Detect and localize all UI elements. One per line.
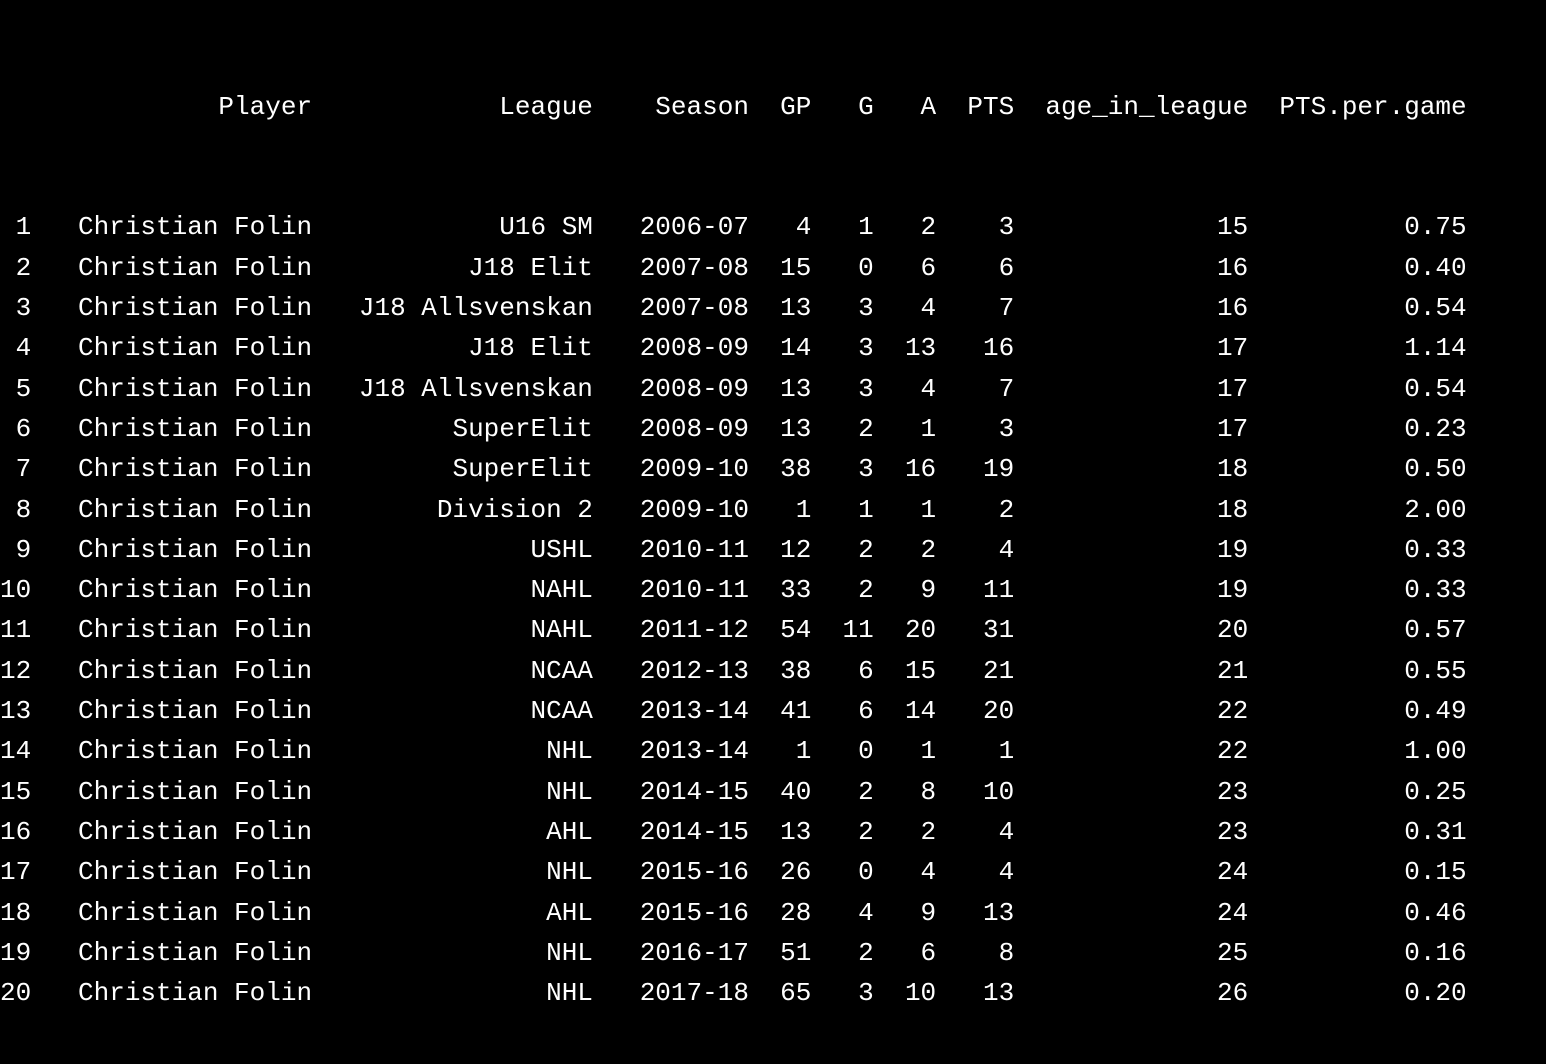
- table-row: 17 Christian Folin NHL 2015-16 26 0 4 4 …: [0, 852, 1546, 892]
- table-row: 20 Christian Folin NHL 2017-18 65 3 10 1…: [0, 973, 1546, 1013]
- table-row: 9 Christian Folin USHL 2010-11 12 2 2 4 …: [0, 530, 1546, 570]
- table-row: 7 Christian Folin SuperElit 2009-10 38 3…: [0, 449, 1546, 489]
- table-row: 19 Christian Folin NHL 2016-17 51 2 6 8 …: [0, 933, 1546, 973]
- table-body: 1 Christian Folin U16 SM 2006-07 4 1 2 3…: [0, 207, 1546, 1013]
- table-row: 11 Christian Folin NAHL 2011-12 54 11 20…: [0, 610, 1546, 650]
- table-header-row: Player League Season GP G A PTS age_in_l…: [0, 87, 1546, 127]
- table-row: 10 Christian Folin NAHL 2010-11 33 2 9 1…: [0, 570, 1546, 610]
- table-row: 14 Christian Folin NHL 2013-14 1 0 1 1 2…: [0, 731, 1546, 771]
- table-row: 15 Christian Folin NHL 2014-15 40 2 8 10…: [0, 772, 1546, 812]
- table-row: 4 Christian Folin J18 Elit 2008-09 14 3 …: [0, 328, 1546, 368]
- table-row: 2 Christian Folin J18 Elit 2007-08 15 0 …: [0, 248, 1546, 288]
- table-row: 3 Christian Folin J18 Allsvenskan 2007-0…: [0, 288, 1546, 328]
- table-row: 8 Christian Folin Division 2 2009-10 1 1…: [0, 490, 1546, 530]
- table-row: 1 Christian Folin U16 SM 2006-07 4 1 2 3…: [0, 207, 1546, 247]
- table-row: 12 Christian Folin NCAA 2012-13 38 6 15 …: [0, 651, 1546, 691]
- table-row: 6 Christian Folin SuperElit 2008-09 13 2…: [0, 409, 1546, 449]
- table-row: 16 Christian Folin AHL 2014-15 13 2 2 4 …: [0, 812, 1546, 852]
- table-row: 13 Christian Folin NCAA 2013-14 41 6 14 …: [0, 691, 1546, 731]
- r-console-output: Player League Season GP G A PTS age_in_l…: [0, 0, 1546, 1064]
- table-row: 5 Christian Folin J18 Allsvenskan 2008-0…: [0, 369, 1546, 409]
- table-row: 18 Christian Folin AHL 2015-16 28 4 9 13…: [0, 893, 1546, 933]
